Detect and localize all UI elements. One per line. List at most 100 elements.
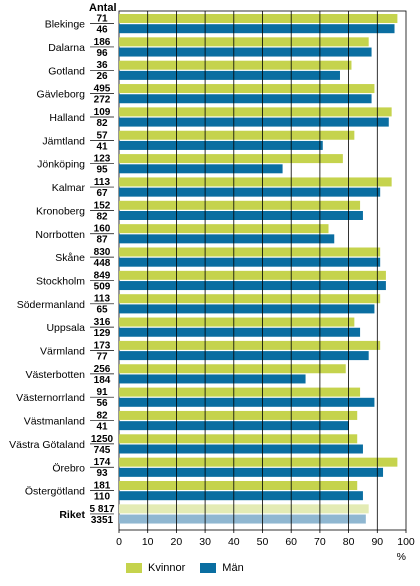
count-kvinnor-vastmanland: 82 (96, 410, 108, 421)
bar-vasterbotten-kvinnor (119, 364, 346, 374)
x-axis-label: % (397, 551, 406, 563)
bar-uppsala-kvinnor (119, 317, 355, 327)
region-label-orebro: Örebro (52, 462, 85, 474)
bar-blekinge-man (119, 24, 395, 34)
bar-dalarna-kvinnor (119, 37, 369, 47)
bar-vasterbotten-man (119, 374, 306, 384)
bar-orebro-kvinnor (119, 457, 398, 467)
bar-varmland-man (119, 351, 369, 361)
x-tick-label-60: 60 (285, 536, 297, 548)
count-kvinnor-norrbotten: 160 (94, 224, 111, 235)
count-man-kronoberg: 82 (96, 211, 108, 222)
x-tick-label-80: 80 (343, 536, 355, 548)
bar-vastra-gotaland-man (119, 444, 363, 454)
bar-norrbotten-man (119, 234, 335, 244)
count-kvinnor-kronoberg: 152 (94, 200, 111, 211)
count-kvinnor-vastra-gotaland: 1250 (91, 434, 114, 445)
count-man-vasterbotten: 184 (94, 375, 111, 386)
region-label-vasternorrland: Västernorrland (16, 392, 85, 404)
bar-jamtland-kvinnor (119, 130, 355, 140)
legend: Kvinnor Män (126, 561, 259, 575)
region-label-sodermanland: Södermanland (17, 299, 85, 311)
legend-swatch-man (200, 563, 217, 573)
count-kvinnor-halland: 109 (94, 107, 111, 118)
region-label-jamtland: Jämtland (42, 135, 85, 147)
bar-sodermanland-man (119, 304, 375, 314)
count-kvinnor-riket: 5 817 (89, 504, 114, 515)
bar-jonkoping-man (119, 164, 283, 174)
x-tick-label-0: 0 (116, 536, 122, 548)
count-kvinnor-orebro: 174 (94, 457, 111, 468)
count-kvinnor-gavleborg: 495 (94, 84, 111, 95)
bar-stockholm-kvinnor (119, 270, 386, 280)
count-man-gotland: 26 (96, 71, 108, 82)
count-man-vastra-gotaland: 745 (94, 445, 111, 456)
region-label-jonkoping: Jönköping (37, 159, 85, 171)
bar-halland-man (119, 117, 389, 127)
bar-vasternorrland-man (119, 397, 375, 407)
region-label-blekinge: Blekinge (45, 19, 85, 31)
count-man-skane: 448 (94, 258, 111, 269)
region-label-vasterbotten: Västerbotten (25, 369, 85, 381)
bar-dalarna-man (119, 47, 372, 57)
bar-sodermanland-kvinnor (119, 294, 381, 304)
bar-gotland-kvinnor (119, 60, 352, 70)
count-man-vasternorrland: 56 (96, 398, 108, 409)
count-man-halland: 82 (96, 118, 108, 129)
bar-skane-kvinnor (119, 247, 381, 257)
region-label-gavleborg: Gävleborg (37, 89, 86, 101)
bar-norrbotten-kvinnor (119, 224, 329, 234)
count-kvinnor-jamtland: 57 (96, 130, 108, 141)
x-tick-label-50: 50 (257, 536, 269, 548)
bar-ostergotland-man (119, 491, 363, 501)
count-kvinnor-dalarna: 186 (94, 37, 111, 48)
region-label-vastmanland: Västmanland (24, 416, 85, 428)
count-man-stockholm: 509 (94, 281, 111, 292)
legend-swatch-kvinnor (126, 563, 142, 573)
count-man-gavleborg: 272 (94, 95, 111, 106)
region-label-varmland: Värmland (40, 346, 85, 358)
region-label-kronoberg: Kronoberg (36, 205, 85, 217)
count-kvinnor-vasternorrland: 91 (96, 387, 108, 398)
bar-ostergotland-kvinnor (119, 481, 358, 490)
count-kvinnor-blekinge: 71 (96, 14, 108, 25)
count-kvinnor-uppsala: 316 (94, 317, 111, 328)
bar-kronoberg-kvinnor (119, 200, 361, 210)
legend-item-man: Män (200, 562, 244, 574)
legend-label-man: Män (222, 562, 244, 574)
x-tick-label-10: 10 (142, 536, 154, 548)
region-label-riket: Riket (59, 509, 85, 521)
region-label-norrbotten: Norrbotten (35, 229, 85, 241)
count-man-uppsala: 129 (94, 328, 111, 339)
bar-gotland-man (119, 70, 340, 80)
region-label-ostergotland: Östergötland (25, 486, 85, 498)
count-kvinnor-jonkoping: 123 (94, 154, 111, 165)
count-kvinnor-varmland: 173 (94, 340, 111, 351)
count-kvinnor-vasterbotten: 256 (94, 364, 111, 375)
bar-halland-kvinnor (119, 107, 392, 117)
bar-orebro-man (119, 467, 384, 477)
bar-riket-kvinnor (119, 504, 369, 514)
bar-jonkoping-kvinnor (119, 154, 343, 164)
bar-jamtland-man (119, 140, 323, 150)
x-tick-label-90: 90 (371, 536, 383, 548)
bar-vasternorrland-kvinnor (119, 387, 361, 397)
count-kvinnor-skane: 830 (94, 247, 111, 258)
bar-stockholm-man (119, 281, 386, 291)
count-man-jamtland: 41 (96, 141, 108, 152)
x-tick-label-30: 30 (199, 536, 211, 548)
bar-uppsala-man (119, 327, 361, 337)
count-man-jonkoping: 95 (96, 165, 108, 176)
bar-vastra-gotaland-kvinnor (119, 434, 358, 444)
count-kvinnor-stockholm: 849 (94, 270, 111, 281)
count-man-blekinge: 46 (96, 25, 108, 36)
region-label-skane: Skåne (55, 252, 85, 264)
bar-skane-man (119, 257, 381, 267)
count-man-riket: 3351 (91, 515, 114, 526)
bar-gavleborg-kvinnor (119, 84, 375, 94)
bar-vastmanland-kvinnor (119, 410, 358, 420)
bar-blekinge-kvinnor (119, 14, 398, 23)
x-tick-label-40: 40 (228, 536, 240, 548)
bar-gavleborg-man (119, 94, 372, 104)
